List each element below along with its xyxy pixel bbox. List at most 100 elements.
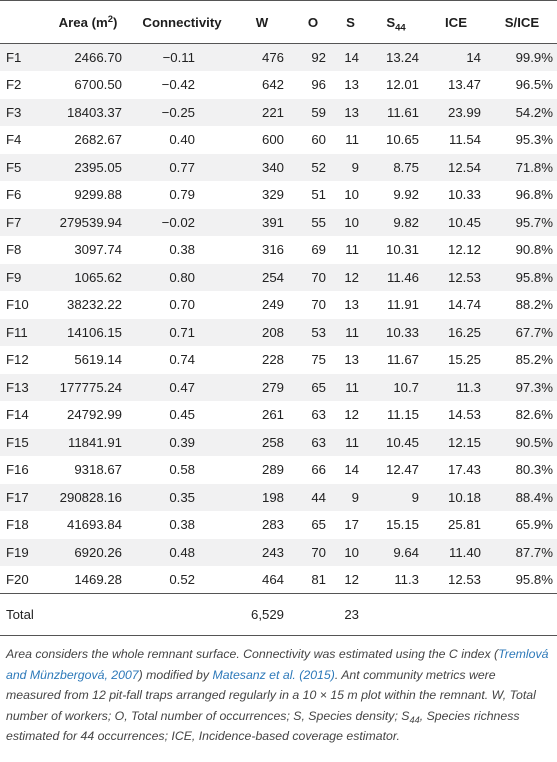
row-ice: 12.54 xyxy=(425,153,487,181)
row-id: F17 xyxy=(0,483,44,511)
row-sice: 96.5% xyxy=(487,71,557,99)
row-s: 10 xyxy=(334,538,367,566)
row-s: 13 xyxy=(334,71,367,99)
row-sice: 80.3% xyxy=(487,456,557,484)
row-area: 38232.22 xyxy=(44,291,132,319)
row-id: F14 xyxy=(0,401,44,429)
row-id: F4 xyxy=(0,126,44,154)
table-row: F16 9318.67 0.58 289 66 14 12.47 17.43 80.3% xyxy=(0,456,557,484)
row-s: 10 xyxy=(334,208,367,236)
row-id: F18 xyxy=(0,511,44,539)
row-sice: 54.2% xyxy=(487,98,557,126)
row-s: 9 xyxy=(334,483,367,511)
row-ice: 15.25 xyxy=(425,346,487,374)
row-w: 221 xyxy=(232,98,292,126)
row-w: 464 xyxy=(232,566,292,594)
data-table: Area (m2) Connectivity W O S S44 ICE S/I… xyxy=(0,0,557,636)
table-row: F1 2466.70 −0.11 476 92 14 13.24 14 99.9% xyxy=(0,43,557,71)
footnote-ref-matesanz[interactable]: Matesanz et al. (2015) xyxy=(212,667,335,682)
row-area: 41693.84 xyxy=(44,511,132,539)
footnote-ref-tremlova[interactable]: Tremlová and Münzbergová, 2007 xyxy=(6,647,549,682)
row-s: 14 xyxy=(334,43,367,71)
total-label: Total xyxy=(0,593,44,636)
total-s: 23 xyxy=(334,593,367,636)
row-ice: 10.45 xyxy=(425,208,487,236)
row-o: 52 xyxy=(292,153,334,181)
row-id: F3 xyxy=(0,98,44,126)
total-area xyxy=(44,593,132,636)
row-w: 316 xyxy=(232,236,292,264)
row-w: 198 xyxy=(232,483,292,511)
row-id: F7 xyxy=(0,208,44,236)
row-area: 290828.16 xyxy=(44,483,132,511)
header-row: Area (m2) Connectivity W O S S44 ICE S/I… xyxy=(0,0,557,44)
row-ice: 12.12 xyxy=(425,236,487,264)
row-id: F8 xyxy=(0,236,44,264)
row-o: 53 xyxy=(292,318,334,346)
row-connectivity: 0.48 xyxy=(132,538,232,566)
header-o: O xyxy=(292,0,334,44)
row-o: 69 xyxy=(292,236,334,264)
row-s: 12 xyxy=(334,401,367,429)
row-o: 70 xyxy=(292,538,334,566)
row-o: 65 xyxy=(292,511,334,539)
row-s: 11 xyxy=(334,318,367,346)
row-area: 9299.88 xyxy=(44,181,132,209)
header-area-close: ) xyxy=(113,14,118,30)
row-s44: 9.82 xyxy=(367,208,425,236)
row-s44: 11.3 xyxy=(367,566,425,594)
row-connectivity: 0.40 xyxy=(132,126,232,154)
row-area: 279539.94 xyxy=(44,208,132,236)
row-w: 243 xyxy=(232,538,292,566)
row-s: 11 xyxy=(334,373,367,401)
row-area: 9318.67 xyxy=(44,456,132,484)
row-s: 11 xyxy=(334,126,367,154)
row-s44: 10.65 xyxy=(367,126,425,154)
row-s44: 9 xyxy=(367,483,425,511)
row-ice: 11.54 xyxy=(425,126,487,154)
header-sice: S/ICE xyxy=(487,0,557,44)
header-connectivity: Connectivity xyxy=(132,0,232,44)
row-s44: 9.92 xyxy=(367,181,425,209)
row-id: F1 xyxy=(0,43,44,71)
row-sice: 87.7% xyxy=(487,538,557,566)
total-w: 6,529 xyxy=(232,593,292,636)
row-o: 92 xyxy=(292,43,334,71)
row-w: 249 xyxy=(232,291,292,319)
row-s: 13 xyxy=(334,98,367,126)
row-ice: 14.53 xyxy=(425,401,487,429)
table-row: F7 279539.94 −0.02 391 55 10 9.82 10.45 95.7% xyxy=(0,208,557,236)
row-connectivity: 0.71 xyxy=(132,318,232,346)
row-sice: 90.8% xyxy=(487,236,557,264)
row-s: 12 xyxy=(334,263,367,291)
row-sice: 97.3% xyxy=(487,373,557,401)
row-w: 391 xyxy=(232,208,292,236)
row-o: 63 xyxy=(292,401,334,429)
row-connectivity: 0.74 xyxy=(132,346,232,374)
table-row: F5 2395.05 0.77 340 52 9 8.75 12.54 71.8% xyxy=(0,153,557,181)
row-s: 10 xyxy=(334,181,367,209)
row-ice: 10.18 xyxy=(425,483,487,511)
row-o: 75 xyxy=(292,346,334,374)
row-sice: 85.2% xyxy=(487,346,557,374)
header-area: Area (m2) xyxy=(44,0,132,44)
row-sice: 88.2% xyxy=(487,291,557,319)
row-area: 24792.99 xyxy=(44,401,132,429)
row-sice: 99.9% xyxy=(487,43,557,71)
row-s: 13 xyxy=(334,346,367,374)
row-s: 17 xyxy=(334,511,367,539)
row-id: F10 xyxy=(0,291,44,319)
row-o: 66 xyxy=(292,456,334,484)
row-connectivity: 0.79 xyxy=(132,181,232,209)
row-ice: 17.43 xyxy=(425,456,487,484)
header-s44-sub: 44 xyxy=(395,21,406,33)
row-id: F12 xyxy=(0,346,44,374)
row-connectivity: 0.38 xyxy=(132,236,232,264)
row-sice: 65.9% xyxy=(487,511,557,539)
row-w: 261 xyxy=(232,401,292,429)
row-ice: 11.3 xyxy=(425,373,487,401)
row-s44: 9.64 xyxy=(367,538,425,566)
row-area: 2395.05 xyxy=(44,153,132,181)
header-id xyxy=(0,0,44,44)
row-s: 12 xyxy=(334,566,367,594)
